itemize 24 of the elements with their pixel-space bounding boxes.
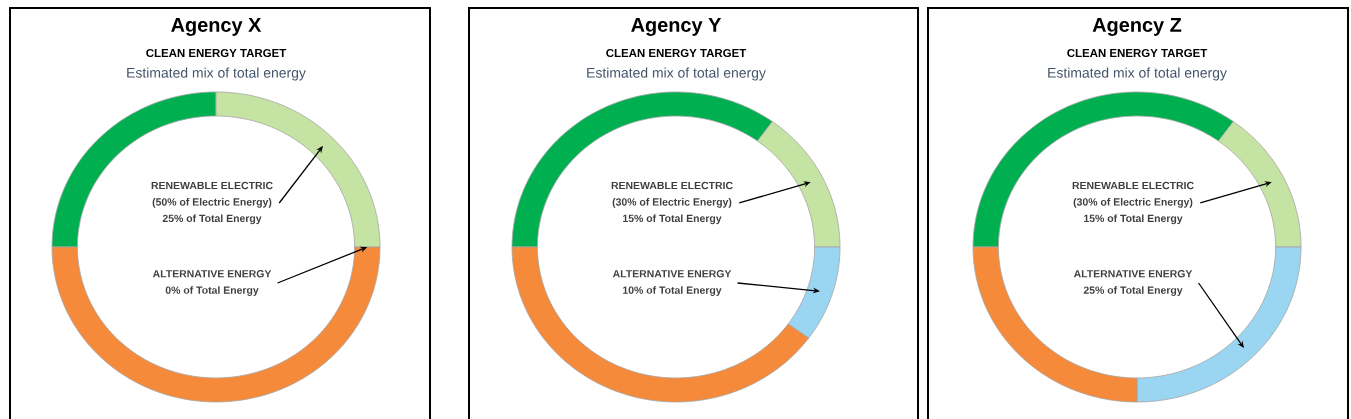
text: ALTERNATIVE ENERGY xyxy=(152,270,272,278)
text: 0% of Total Energy xyxy=(165,286,259,296)
text: Estimated mix of total energy xyxy=(1048,67,1227,81)
chart-subtitle: CLEAN ENERGY TARGET xyxy=(146,48,287,58)
text: 10% of Total Energy xyxy=(623,286,722,296)
text: ALTERNATIVE ENERGY xyxy=(1073,270,1193,278)
chart-title: Agency Y xyxy=(631,18,722,36)
text: RENEWABLE ELECTRIC xyxy=(611,181,733,190)
text: RENEWABLE ELECTRIC xyxy=(151,181,273,190)
text: Estimated mix of total energy xyxy=(587,67,766,81)
text: RENEWABLE ELECTRIC xyxy=(1072,181,1194,190)
text: (30% of Electric Energy) xyxy=(1073,197,1193,208)
chart-subtitle: CLEAN ENERGY TARGET xyxy=(1067,48,1208,58)
chart-title: Agency Z xyxy=(1092,18,1182,36)
text: (30% of Electric Energy) xyxy=(612,197,732,208)
text: Estimated mix of total energy xyxy=(127,67,306,81)
chart-title: Agency X xyxy=(171,18,262,36)
text: 15% of Total Energy xyxy=(1084,214,1183,225)
text: 15% of Total Energy xyxy=(623,214,722,225)
text: 25% of Total Energy xyxy=(162,214,262,225)
text: 25% of Total Energy xyxy=(1083,286,1183,296)
text: (50% of Electric Energy) xyxy=(152,197,272,208)
chart-subtitle: CLEAN ENERGY TARGET xyxy=(606,48,747,58)
text: ALTERNATIVE ENERGY xyxy=(612,270,732,278)
